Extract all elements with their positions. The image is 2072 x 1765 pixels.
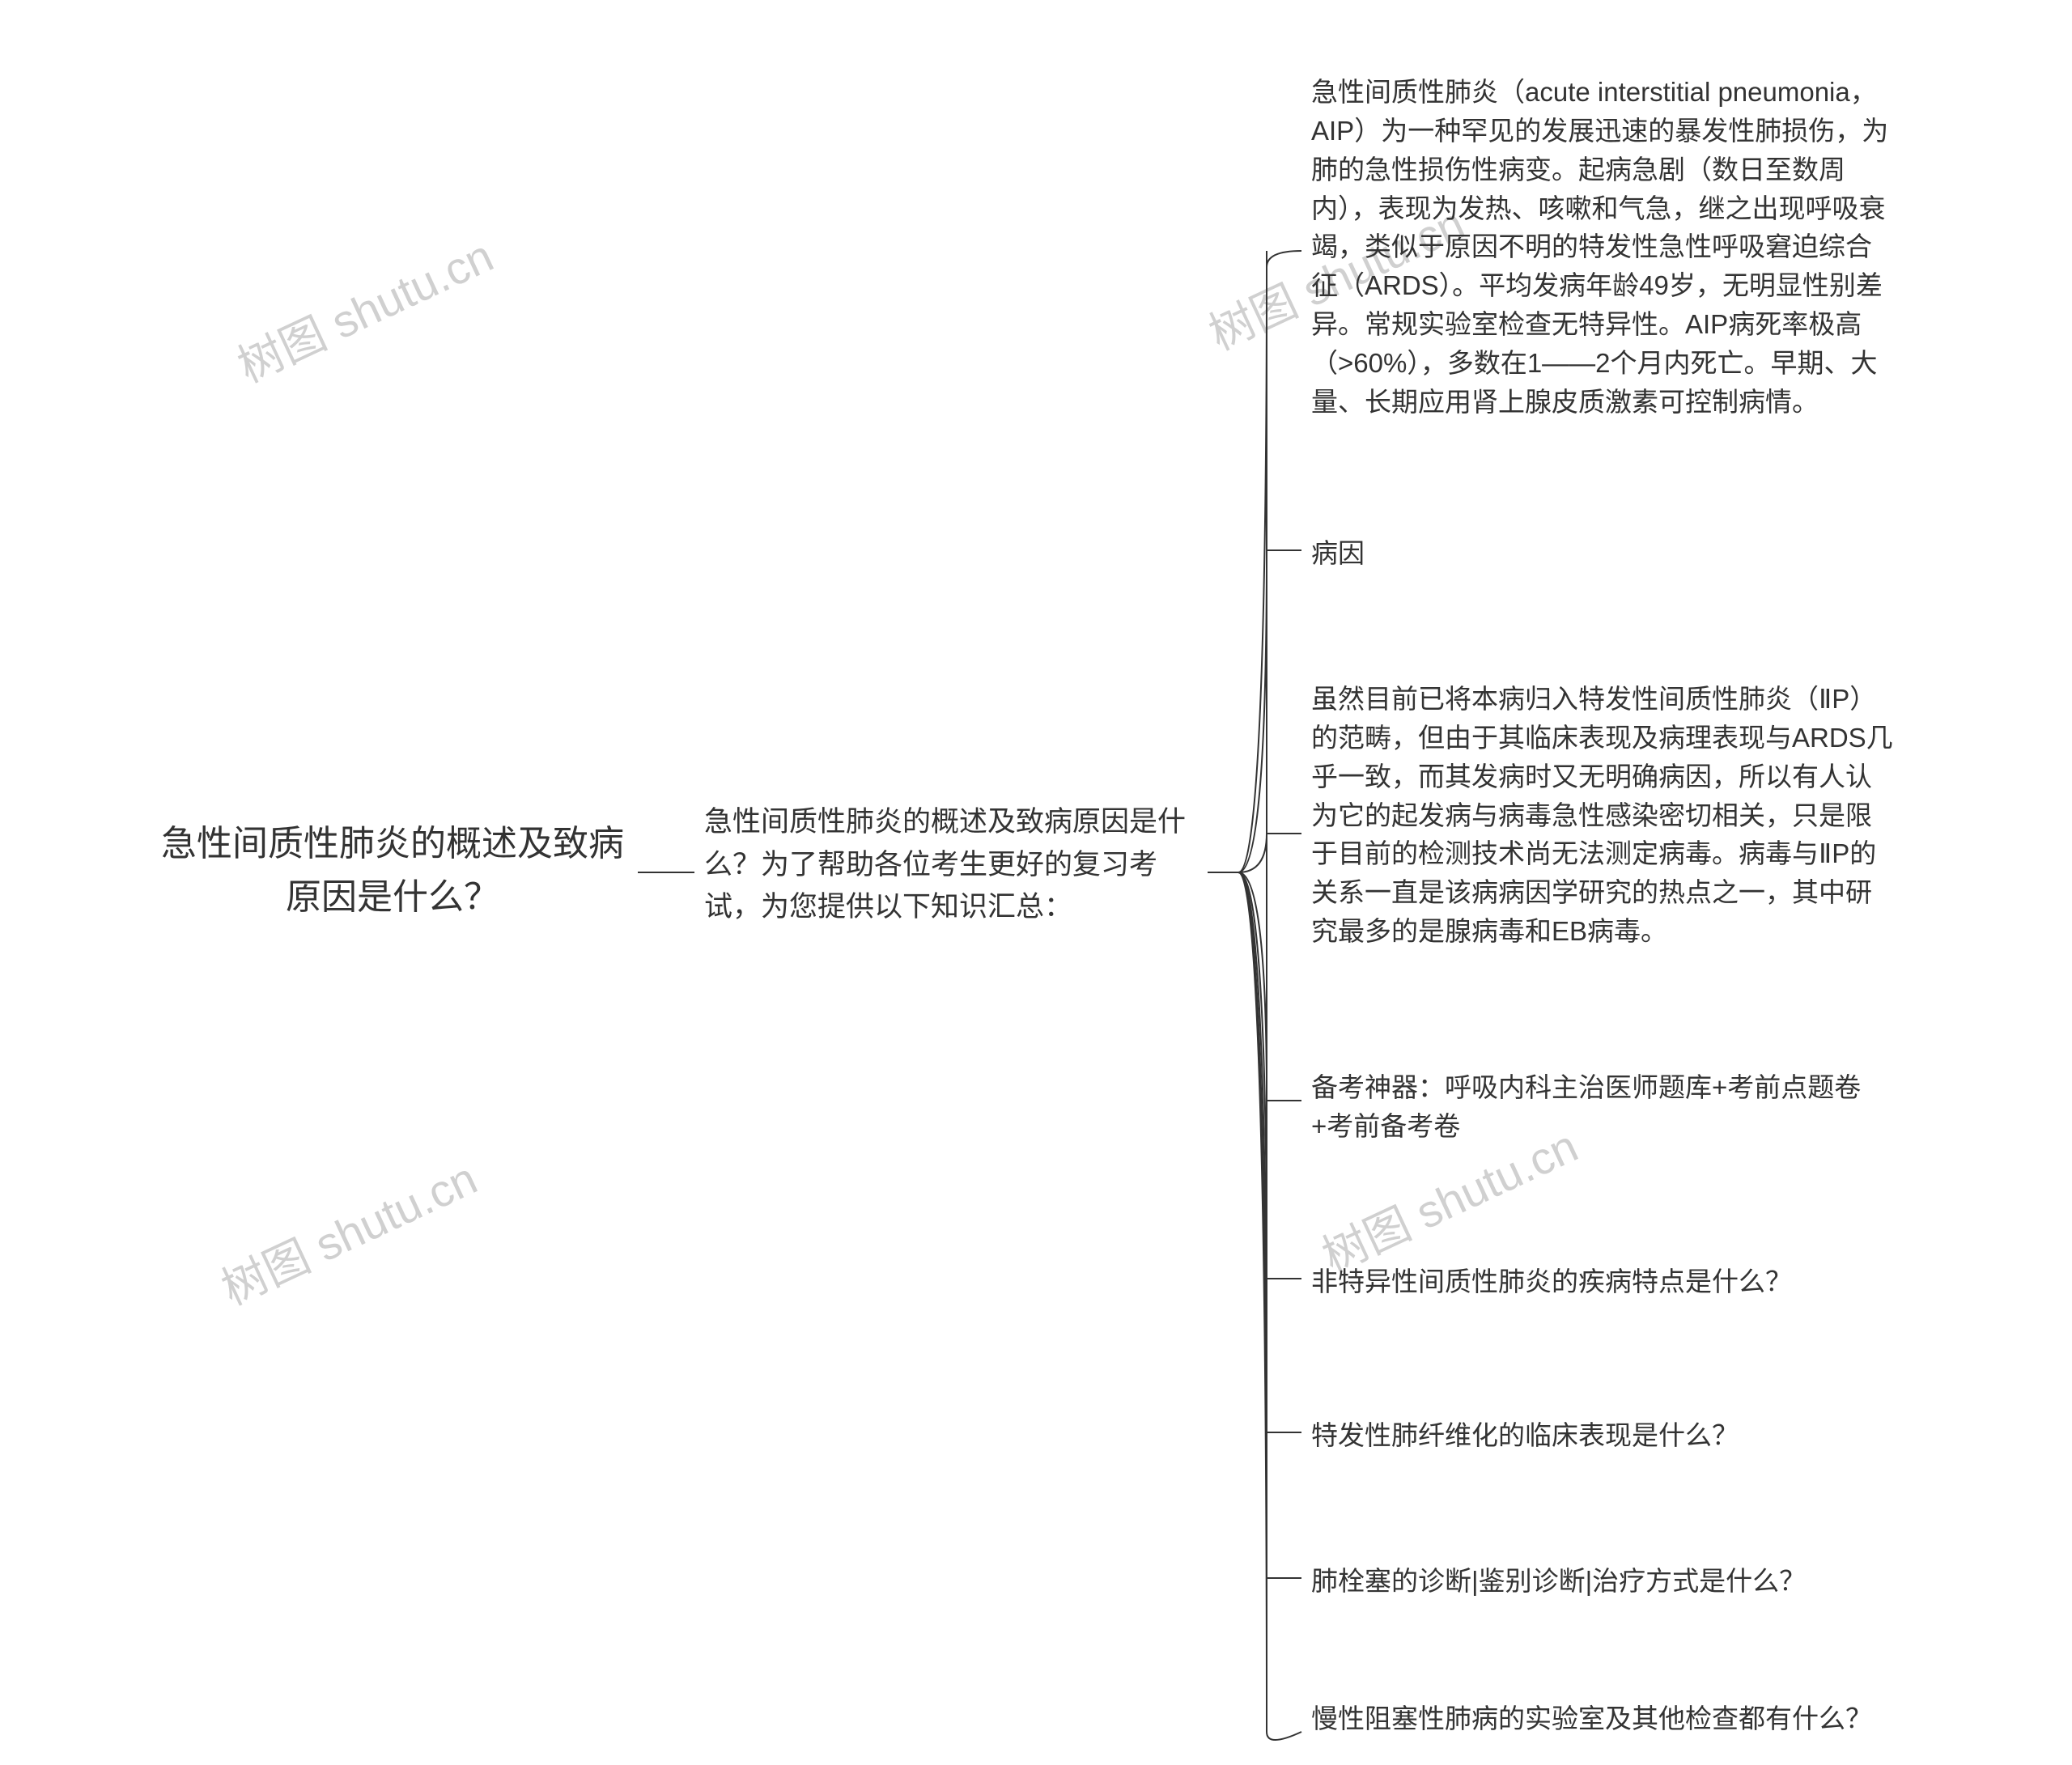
mindmap-leaf: 肺栓塞的诊断|鉴别诊断|治疗方式是什么？ [1311,1562,1894,1601]
watermark: 树图 shutu.cn [226,220,503,396]
mindmap-leaf: 特发性肺纤维化的临床表现是什么？ [1311,1416,1894,1455]
mindmap-leaf: 虽然目前已将本病归入特发性间质性肺炎（ⅡP）的范畴，但由于其临床表现及病理表现与… [1311,680,1894,951]
mindmap-leaf: 备考神器：呼吸内科主治医师题库+考前点题卷+考前备考卷 [1311,1068,1894,1146]
mindmap-leaf: 慢性阻塞性肺病的实验室及其他检查都有什么？ [1311,1699,1894,1738]
watermark: 树图 shutu.cn [210,1143,486,1318]
mindmap-leaf: 病因 [1311,534,1894,573]
mindmap-level2: 急性间质性肺炎的概述及致病原因是什么？为了帮助各位考生更好的复习考试，为您提供以… [704,801,1198,929]
mindmap-root: 急性间质性肺炎的概述及致病原因是什么？ [154,817,631,924]
mindmap-leaf: 非特异性间质性肺炎的疾病特点是什么？ [1311,1262,1894,1301]
mindmap-leaf: 急性间质性肺炎（acute interstitial pneumonia，AIP… [1311,73,1894,422]
